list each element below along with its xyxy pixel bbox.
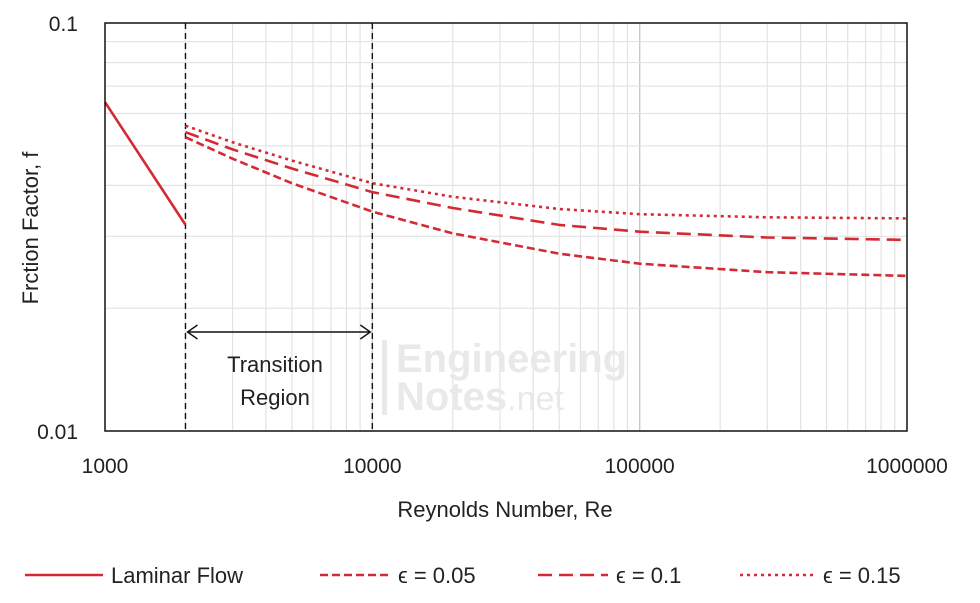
watermark-notes: Notes	[396, 375, 507, 419]
x-tick-labels: 1000 10000 100000 1000000	[82, 455, 948, 478]
series-line-2	[185, 130, 908, 242]
x-tick-label: 1000	[82, 455, 129, 478]
y-axis-label: Frction Factor, f	[18, 151, 43, 305]
watermark-bar	[382, 340, 387, 415]
transition-region	[184, 23, 374, 431]
y-tick-label: 0.01	[37, 421, 78, 444]
legend-label-3: ϵ = 0.15	[823, 563, 901, 588]
x-axis-label: Reynolds Number, Re	[397, 497, 612, 522]
legend-label-2: ϵ = 0.1	[616, 563, 681, 588]
series-line-3	[185, 124, 908, 220]
transition-label-line1: Transition	[227, 352, 323, 377]
x-tick-label: 100000	[605, 455, 675, 478]
watermark: Engineering Notes.net	[382, 337, 627, 419]
watermark-line1: Engineering	[396, 337, 627, 381]
watermark-net: .net	[507, 380, 564, 418]
transition-arrow-left-head	[186, 324, 198, 340]
transition-label-line2: Region	[240, 385, 310, 410]
watermark-line2: Notes.net	[396, 375, 564, 419]
series-lines	[103, 101, 908, 278]
x-tick-label: 1000000	[866, 455, 948, 478]
transition-arrow-right-head	[359, 324, 372, 340]
legend: Laminar Flow ϵ = 0.05 ϵ = 0.1 ϵ = 0.15	[25, 563, 901, 588]
series-line-1	[184, 136, 908, 278]
plot-frame	[104, 22, 908, 432]
grid-lines	[105, 23, 907, 431]
legend-label-1: ϵ = 0.05	[398, 563, 476, 588]
y-tick-label: 0.1	[49, 13, 78, 36]
y-tick-labels: 0.01 0.1	[37, 13, 78, 444]
x-tick-label: 10000	[343, 455, 401, 478]
series-line-0	[103, 101, 187, 226]
legend-label-0: Laminar Flow	[111, 563, 243, 588]
